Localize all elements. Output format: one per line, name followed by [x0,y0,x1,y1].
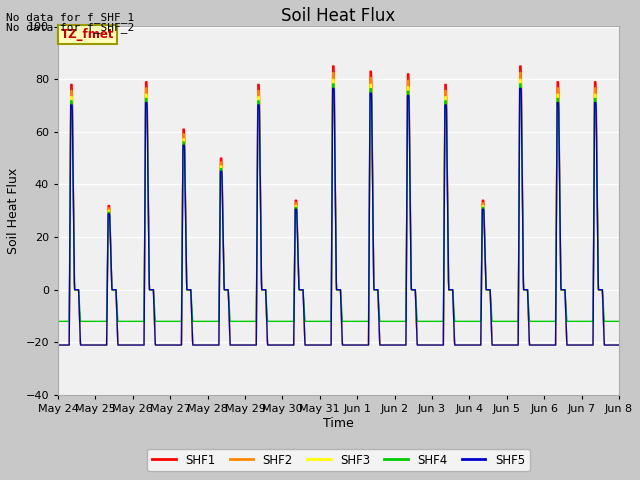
SHF3 [54,342,62,348]
X-axis label: Time: Time [323,417,354,430]
SHF1 [329,63,337,69]
SHF4 [502,318,509,324]
SHF4 [355,318,363,324]
SHF4 [211,318,218,324]
SHF2 [581,342,589,348]
SHF5 [355,342,363,348]
SHF3 [211,342,218,348]
SHF2 [615,342,623,348]
SHF4 [367,86,375,92]
Y-axis label: Soil Heat Flux: Soil Heat Flux [7,168,20,254]
SHF5 [615,342,623,348]
Line: SHF5: SHF5 [58,88,619,345]
SHF1 [54,342,62,348]
Title: Soil Heat Flux: Soil Heat Flux [282,7,396,25]
SHF5 [367,90,375,96]
SHF3 [367,82,375,87]
SHF2 [355,342,363,348]
Line: SHF2: SHF2 [58,72,619,345]
SHF1 [615,342,623,348]
SHF4 [615,318,623,324]
SHF2 [54,342,62,348]
SHF3 [329,76,337,82]
SHF2 [502,342,509,348]
SHF2 [211,342,218,348]
SHF3 [566,342,573,348]
SHF5 [566,342,573,348]
SHF3 [355,342,363,348]
SHF1 [355,342,363,348]
Line: SHF4: SHF4 [58,84,619,321]
SHF3 [581,342,589,348]
SHF1 [566,342,573,348]
SHF3 [615,342,623,348]
SHF4 [54,318,62,324]
SHF4 [566,318,573,324]
SHF4 [329,81,337,87]
SHF5 [211,342,218,348]
SHF2 [329,70,337,75]
SHF4 [581,318,589,324]
SHF5 [54,342,62,348]
SHF2 [566,342,573,348]
Line: SHF3: SHF3 [58,79,619,345]
SHF1 [581,342,589,348]
SHF5 [329,85,337,91]
Text: TZ_fmet: TZ_fmet [61,27,115,40]
Text: No data for f_SHF_1: No data for f_SHF_1 [6,12,134,23]
SHF1 [502,342,509,348]
SHF5 [502,342,509,348]
SHF2 [367,75,375,81]
Line: SHF1: SHF1 [58,66,619,345]
Legend: SHF1, SHF2, SHF3, SHF4, SHF5: SHF1, SHF2, SHF3, SHF4, SHF5 [147,449,530,471]
SHF1 [211,342,218,348]
SHF1 [367,68,375,74]
SHF5 [581,342,589,348]
Text: No data for f_SHF_2: No data for f_SHF_2 [6,22,134,33]
SHF3 [502,342,509,348]
